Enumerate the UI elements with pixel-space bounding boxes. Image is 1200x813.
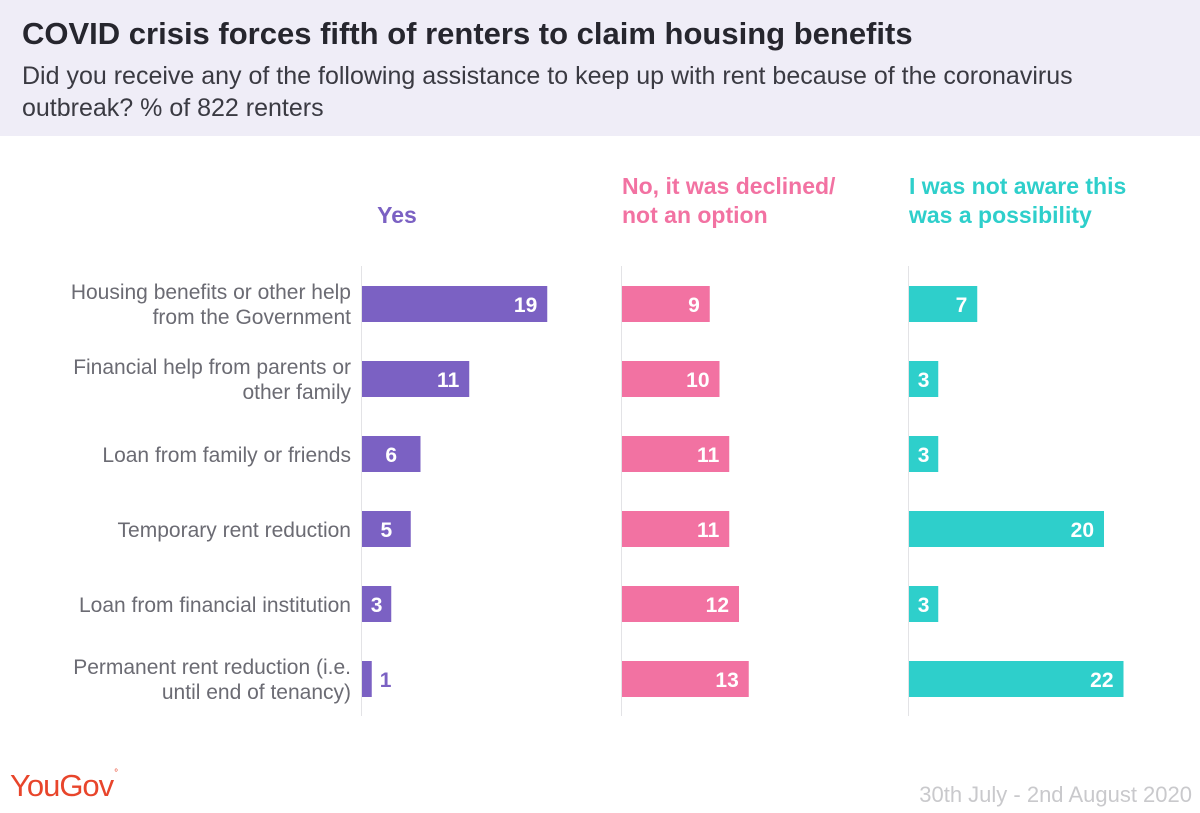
category-label: Temporary rent reduction — [118, 519, 351, 542]
bar — [622, 586, 739, 622]
data-label: 3 — [918, 444, 930, 467]
bar — [909, 361, 939, 397]
data-label: 11 — [697, 444, 720, 467]
data-label: 3 — [918, 594, 930, 617]
chart-title: COVID crisis forces fifth of renters to … — [22, 16, 913, 51]
data-label: 9 — [688, 294, 700, 317]
bar — [622, 361, 720, 397]
category-label: Financial help from parents or other fami… — [73, 356, 351, 404]
bar — [362, 286, 548, 322]
bar — [622, 286, 710, 322]
data-label: 12 — [706, 594, 729, 617]
bar — [909, 661, 1124, 697]
series-header: I was not aware this was a possibility — [908, 173, 1126, 228]
data-label: 10 — [686, 369, 709, 392]
data-label: 11 — [437, 369, 460, 392]
data-label: 3 — [371, 594, 383, 617]
data-label: 5 — [381, 519, 393, 542]
bar — [909, 586, 939, 622]
bar — [909, 286, 978, 322]
category-label: Loan from family or friends — [102, 444, 351, 467]
data-label: 11 — [697, 519, 720, 542]
series-header: Yes — [377, 202, 417, 228]
chart-subtitle: Did you receive any of the following ass… — [22, 62, 1073, 122]
bar — [362, 661, 372, 697]
data-label: 7 — [956, 294, 968, 317]
data-label: 22 — [1090, 669, 1113, 692]
bar — [362, 586, 392, 622]
bar — [909, 436, 939, 472]
yougov-logo: YouGov° — [10, 768, 118, 803]
data-label: 1 — [380, 669, 392, 692]
survey-date: 30th July - 2nd August 2020 — [919, 782, 1192, 807]
category-label: Housing benefits or other help from the G… — [71, 281, 351, 329]
brand-name: YouGov — [10, 768, 114, 803]
bar — [362, 361, 470, 397]
bar — [622, 661, 749, 697]
series-header: No, it was declined/not an option — [622, 173, 836, 228]
header-banner: COVID crisis forces fifth of renters to … — [0, 0, 1200, 136]
data-label: 13 — [715, 669, 738, 692]
data-label: 19 — [514, 294, 537, 317]
bar — [622, 436, 730, 472]
bar — [362, 436, 421, 472]
bar-chart: Housing benefits or other help from the G… — [71, 173, 1126, 716]
bar — [622, 511, 730, 547]
bar — [909, 511, 1104, 547]
category-label: Permanent rent reduction (i.e. until end … — [73, 656, 351, 704]
data-label: 20 — [1071, 519, 1094, 542]
bar — [362, 511, 411, 547]
data-label: 3 — [918, 369, 930, 392]
data-label: 6 — [385, 444, 397, 467]
category-label: Loan from financial institution — [79, 594, 351, 617]
